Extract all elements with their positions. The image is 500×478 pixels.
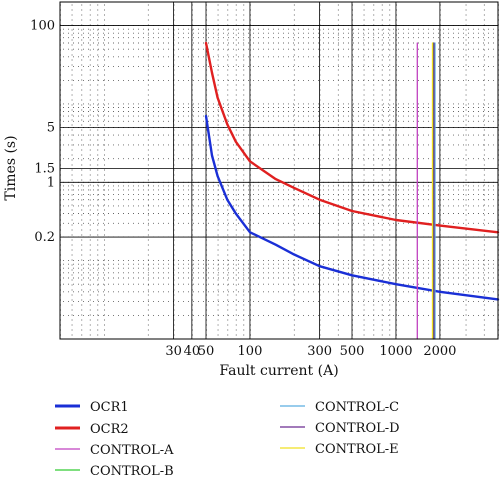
legend-label: OCR2 xyxy=(90,422,129,437)
y-tick-label: 1.5 xyxy=(34,161,55,176)
legend-label: CONTROL-E xyxy=(315,442,399,457)
x-tick-label: 300 xyxy=(307,344,332,359)
y-tick-label: 100 xyxy=(30,19,55,34)
series-line-ocr2 xyxy=(204,41,500,234)
x-tick-label: 1000 xyxy=(379,344,412,359)
x-axis-title: Fault current (A) xyxy=(219,363,338,379)
series-line-ocr1 xyxy=(204,114,500,301)
x-tick-label: 500 xyxy=(340,344,365,359)
plot-background xyxy=(60,2,498,339)
plot-frame xyxy=(59,1,499,340)
series-lines xyxy=(204,41,500,340)
y-tick-label: 5 xyxy=(47,121,55,136)
x-tick-label: 40 xyxy=(184,344,201,359)
y-tick-labels: 0.2 11.5 5 100 xyxy=(30,19,55,245)
x-tick-label: 2000 xyxy=(423,344,456,359)
x-tick-label: 100 xyxy=(238,344,263,359)
legend-label: CONTROL-C xyxy=(315,400,399,415)
legend-label: CONTROL-A xyxy=(90,443,174,458)
legend-label: CONTROL-D xyxy=(315,421,400,436)
grid-lines xyxy=(60,2,498,339)
legend-label: OCR1 xyxy=(90,400,129,415)
y-axis-title: Times (s) xyxy=(3,135,19,200)
y-tick-label: 0.2 xyxy=(34,230,55,245)
legend-label: CONTROL-B xyxy=(90,464,174,478)
legend: OCR1 OCR2 CONTROL-A CONTROL-B CONTROL-C CONTR… xyxy=(55,400,400,478)
x-tick-label: 50 xyxy=(198,344,215,359)
y-tick-label: 1 xyxy=(47,175,55,190)
x-tick-label: 30 xyxy=(165,344,182,359)
